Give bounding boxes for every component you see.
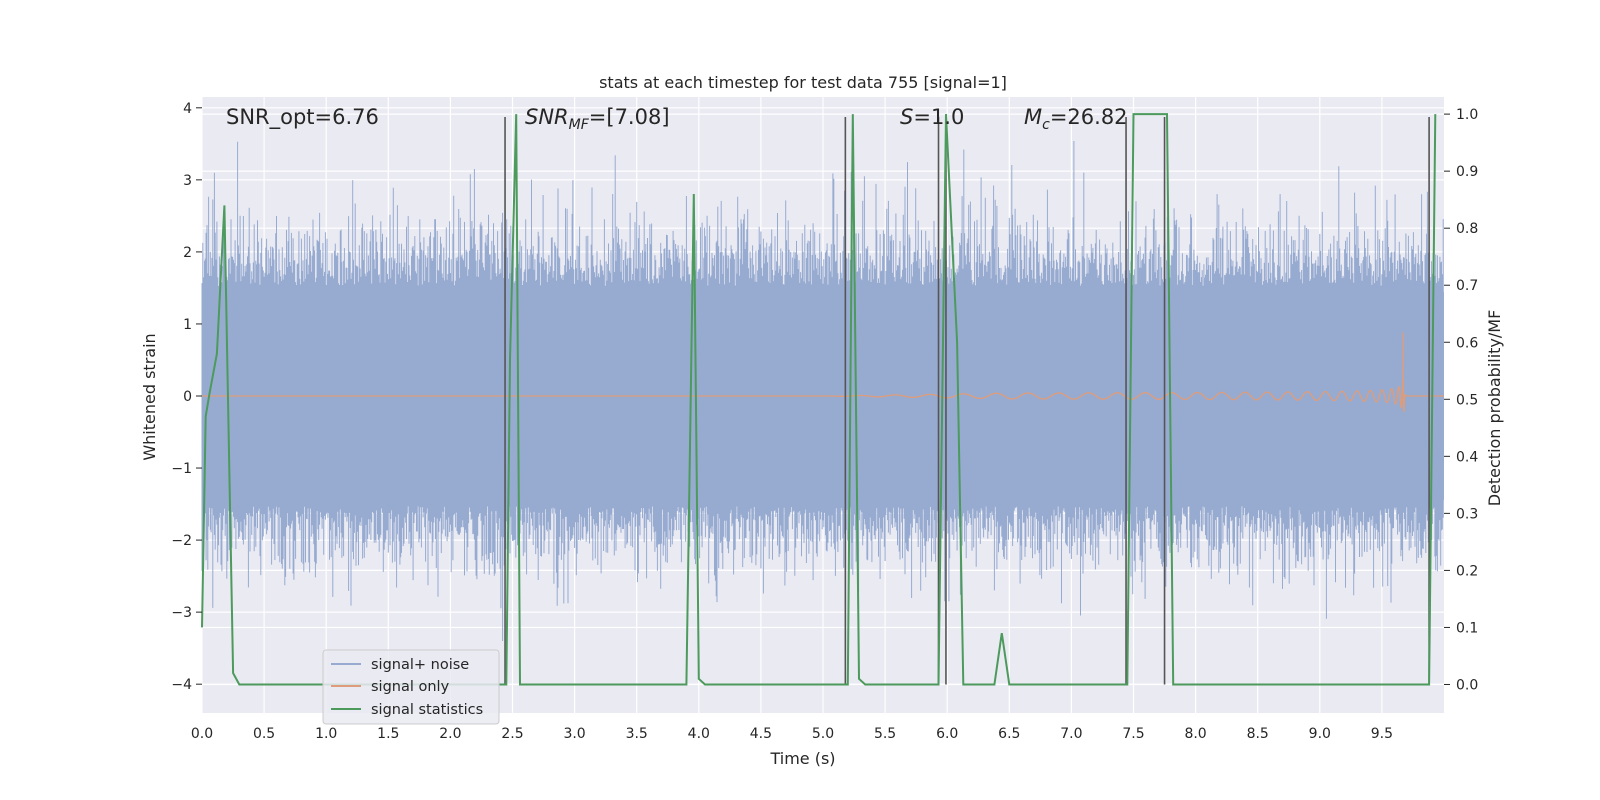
y2-tick-label: 0.2 (1456, 563, 1478, 579)
y2-tick-label: 0.1 (1456, 620, 1478, 636)
x-tick-label: 3.0 (563, 726, 585, 742)
series-signal-statistics (201, 113, 1437, 686)
y-tick-label: 2 (183, 245, 192, 261)
annotation-snr-opt: SNR_opt=6.76 (226, 105, 379, 130)
chirp-trace (202, 332, 1444, 413)
y-tick-label: 1 (183, 317, 192, 333)
annotation-snr-mf-subscript: MF (569, 117, 590, 133)
x-tick-label: 2.5 (501, 726, 523, 742)
annotation-s-symbol: S (900, 105, 913, 129)
trigger-markers (504, 116, 1430, 685)
annotation-s-value: =1.0 (913, 105, 964, 129)
annotation-mc-subscript: c (1042, 117, 1050, 133)
x-tick-label: 0.0 (191, 726, 213, 742)
y-tick-label: 0 (183, 389, 192, 405)
y2-tick-label: 0.7 (1456, 278, 1478, 294)
x-tick-label: 7.5 (1122, 726, 1144, 742)
y2-tick-label: 0.9 (1456, 164, 1478, 180)
x-tick-label: 9.0 (1309, 726, 1331, 742)
y-tick-label: −3 (171, 605, 192, 621)
y-tick-label: −4 (171, 677, 192, 693)
y-tick-label: −2 (171, 533, 192, 549)
x-tick-label: 6.0 (936, 726, 958, 742)
x-tick-label: 2.0 (439, 726, 461, 742)
legend-label-signal-only: signal only (371, 679, 450, 695)
y-axis-title: Whitened strain (140, 333, 159, 460)
x-tick-label: 3.5 (626, 726, 648, 742)
x-tick-label: 7.0 (1060, 726, 1082, 742)
y2-tick-label: 1.0 (1456, 107, 1478, 123)
annotation-s: S=1.0 (900, 105, 964, 129)
y-tick-label: 3 (183, 173, 192, 189)
probability-trace (201, 113, 1437, 686)
annotation-snr-mf-symbol: SNR (525, 105, 569, 129)
x-tick-label: 4.0 (688, 726, 710, 742)
x-tick-label: 1.0 (315, 726, 337, 742)
noise-trace (201, 141, 1444, 641)
y-tick-label: −1 (171, 461, 192, 477)
annotation-mc: Mc=26.82 (1024, 105, 1128, 133)
x-axis-title: Time (s) (769, 749, 835, 768)
legend-label-signal-plus-noise: signal+ noise (371, 657, 469, 673)
y2-tick-label: 0.3 (1456, 506, 1478, 522)
x-tick-label: 8.0 (1184, 726, 1206, 742)
x-tick-label: 6.5 (998, 726, 1020, 742)
x-tick-label: 9.5 (1371, 726, 1393, 742)
x-tick-label: 4.5 (750, 726, 772, 742)
x-tick-label: 0.5 (253, 726, 275, 742)
legend: signal+ noise signal only signal statist… (322, 649, 500, 725)
legend-box (322, 649, 500, 725)
annotation-snr-mf: SNRMF=[7.08] (525, 105, 670, 133)
x-tick-label: 5.0 (812, 726, 834, 742)
y2-tick-label: 0.4 (1456, 449, 1478, 465)
y2-axis-title: Detection probability/MF (1485, 310, 1504, 507)
annotation-mc-symbol: M (1024, 105, 1042, 129)
series-signal-only (202, 332, 1444, 413)
y2-tick-label: 0.6 (1456, 335, 1478, 351)
x-tick-label: 1.5 (377, 726, 399, 742)
legend-label-signal-statistics: signal statistics (371, 702, 483, 718)
y-tick-label: 4 (183, 101, 192, 117)
annotation-snr-mf-value: =[7.08] (589, 105, 670, 129)
y2-tick-label: 0.5 (1456, 392, 1478, 408)
annotation-mc-value: =26.82 (1050, 105, 1128, 129)
y2-tick-label: 0.0 (1456, 677, 1478, 693)
y2-tick-label: 0.8 (1456, 221, 1478, 237)
x-tick-label: 8.5 (1247, 726, 1269, 742)
chart-title: stats at each timestep for test data 755… (599, 73, 1007, 92)
x-tick-label: 5.5 (874, 726, 896, 742)
